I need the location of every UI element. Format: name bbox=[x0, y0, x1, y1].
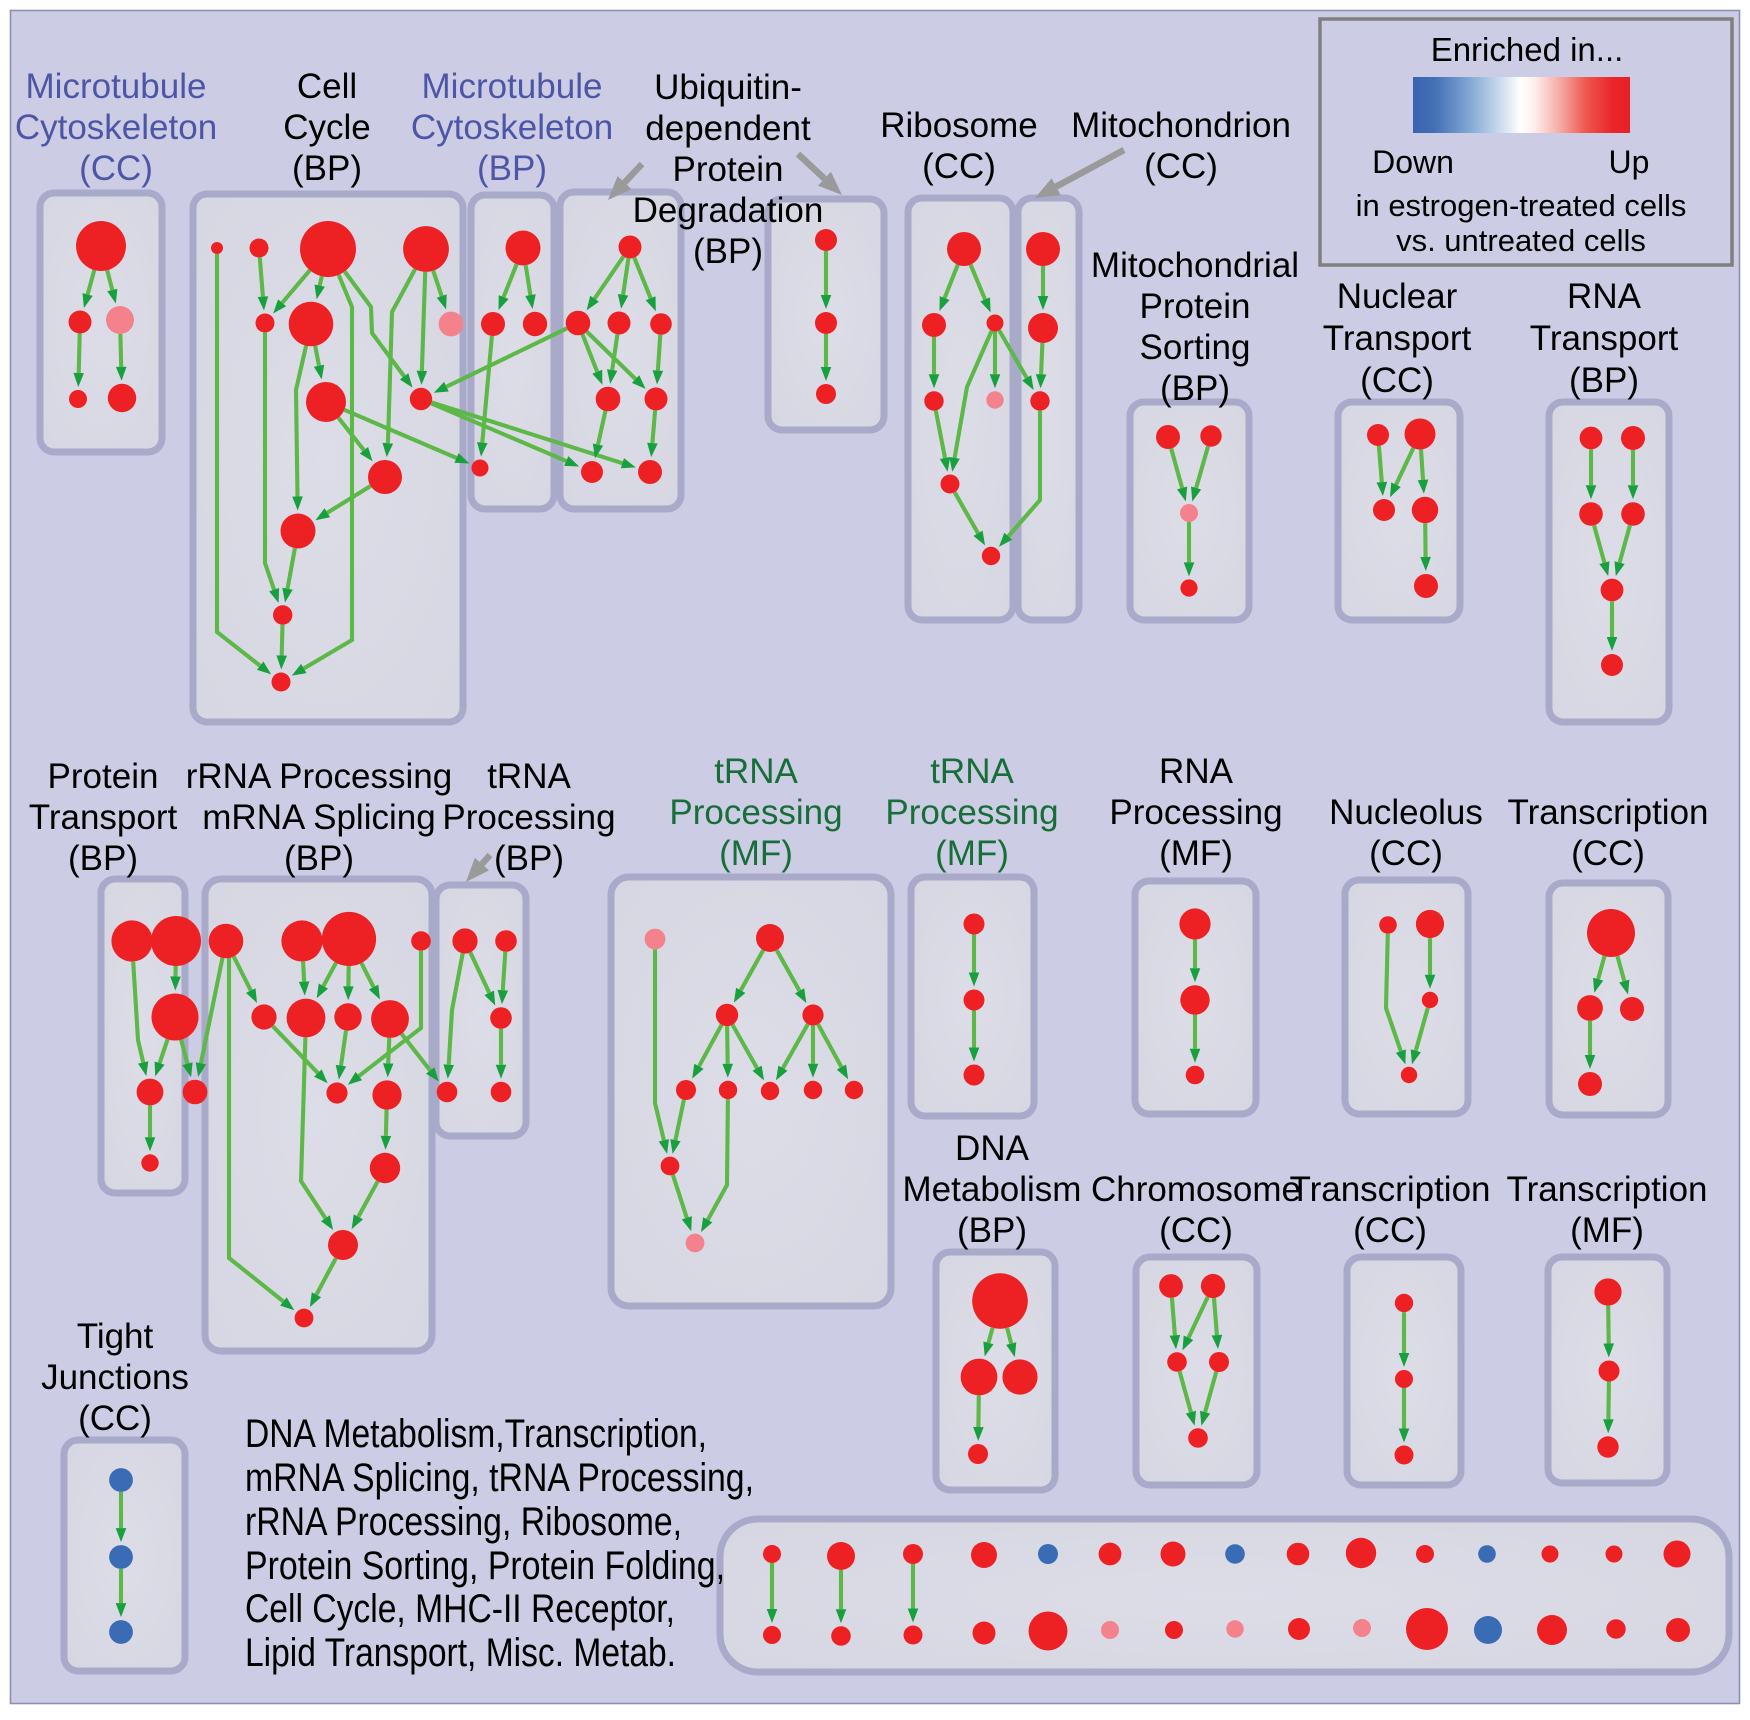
svg-text:(MF): (MF) bbox=[719, 834, 793, 873]
svg-text:Up: Up bbox=[1609, 144, 1650, 180]
svg-text:in estrogen-treated cells: in estrogen-treated cells bbox=[1356, 188, 1687, 223]
svg-text:Processing: Processing bbox=[442, 798, 615, 837]
svg-text:(CC): (CC) bbox=[1353, 1211, 1427, 1250]
svg-text:Cell Cycle, MHC-II Receptor,: Cell Cycle, MHC-II Receptor, bbox=[245, 1587, 675, 1631]
svg-text:Processing: Processing bbox=[669, 793, 842, 832]
svg-text:Enriched in...: Enriched in... bbox=[1431, 31, 1624, 68]
svg-text:Mitochondrion: Mitochondrion bbox=[1071, 106, 1291, 145]
svg-text:Protein: Protein bbox=[1140, 287, 1251, 326]
svg-text:(BP): (BP) bbox=[284, 839, 354, 878]
svg-text:Mitochondrial: Mitochondrial bbox=[1091, 246, 1299, 285]
svg-text:(CC): (CC) bbox=[1144, 147, 1218, 186]
svg-text:(CC): (CC) bbox=[1369, 834, 1443, 873]
svg-text:Sorting: Sorting bbox=[1140, 328, 1251, 367]
svg-text:mRNA Splicing, tRNA Processing: mRNA Splicing, tRNA Processing, bbox=[245, 1456, 754, 1500]
svg-text:Nuclear: Nuclear bbox=[1337, 277, 1458, 316]
svg-text:(CC): (CC) bbox=[922, 147, 996, 186]
svg-text:DNA: DNA bbox=[955, 1129, 1030, 1168]
svg-text:(CC): (CC) bbox=[79, 149, 153, 188]
svg-text:(BP): (BP) bbox=[494, 839, 564, 878]
svg-text:Transcription: Transcription bbox=[1507, 1170, 1708, 1209]
svg-text:Transcription: Transcription bbox=[1290, 1170, 1491, 1209]
svg-text:Microtubule: Microtubule bbox=[26, 67, 207, 106]
svg-text:(MF): (MF) bbox=[935, 834, 1009, 873]
svg-text:(BP): (BP) bbox=[477, 149, 547, 188]
svg-text:(MF): (MF) bbox=[1570, 1211, 1644, 1250]
svg-text:(CC): (CC) bbox=[78, 1399, 152, 1438]
svg-text:Down: Down bbox=[1372, 144, 1454, 180]
svg-text:Junctions: Junctions bbox=[41, 1358, 189, 1397]
svg-text:dependent: dependent bbox=[645, 109, 811, 148]
svg-text:Microtubule: Microtubule bbox=[422, 67, 603, 106]
svg-text:Nucleolus: Nucleolus bbox=[1329, 793, 1483, 832]
svg-text:Protein: Protein bbox=[673, 150, 784, 189]
svg-text:Ribosome: Ribosome bbox=[880, 106, 1038, 145]
svg-text:RNA: RNA bbox=[1567, 277, 1642, 316]
svg-text:Degradation: Degradation bbox=[633, 191, 824, 230]
svg-text:mRNA Splicing: mRNA Splicing bbox=[202, 798, 435, 837]
svg-text:Cytoskeleton: Cytoskeleton bbox=[15, 108, 217, 147]
svg-text:Processing: Processing bbox=[885, 793, 1058, 832]
svg-text:Protein: Protein bbox=[48, 757, 159, 796]
svg-text:(MF): (MF) bbox=[1159, 834, 1233, 873]
svg-text:Protein Sorting, Protein Foldi: Protein Sorting, Protein Folding, bbox=[245, 1544, 725, 1588]
svg-text:DNA Metabolism,Transcription,: DNA Metabolism,Transcription, bbox=[245, 1412, 707, 1456]
svg-text:Cytoskeleton: Cytoskeleton bbox=[411, 108, 613, 147]
svg-text:rRNA Processing: rRNA Processing bbox=[186, 757, 452, 796]
svg-text:(BP): (BP) bbox=[68, 839, 138, 878]
svg-text:Tight: Tight bbox=[77, 1317, 154, 1356]
svg-text:RNA: RNA bbox=[1159, 752, 1234, 791]
svg-text:(BP): (BP) bbox=[1160, 369, 1230, 408]
svg-text:Lipid Transport, Misc. Metab.: Lipid Transport, Misc. Metab. bbox=[245, 1631, 676, 1675]
svg-text:(BP): (BP) bbox=[693, 232, 763, 271]
svg-text:Cycle: Cycle bbox=[283, 108, 371, 147]
svg-text:Chromosome: Chromosome bbox=[1091, 1170, 1301, 1209]
svg-text:Metabolism: Metabolism bbox=[903, 1170, 1082, 1209]
svg-text:Transport: Transport bbox=[1323, 319, 1472, 358]
svg-text:(BP): (BP) bbox=[292, 149, 362, 188]
svg-text:Cell: Cell bbox=[297, 67, 357, 106]
svg-text:tRNA: tRNA bbox=[714, 752, 798, 791]
svg-text:Ubiquitin-: Ubiquitin- bbox=[654, 68, 802, 107]
svg-text:(CC): (CC) bbox=[1159, 1211, 1233, 1250]
svg-text:vs. untreated cells: vs. untreated cells bbox=[1396, 223, 1646, 258]
svg-text:Processing: Processing bbox=[1109, 793, 1282, 832]
svg-text:(CC): (CC) bbox=[1360, 361, 1434, 400]
svg-text:rRNA Processing, Ribosome,: rRNA Processing, Ribosome, bbox=[245, 1500, 682, 1544]
svg-text:Transport: Transport bbox=[29, 798, 178, 837]
svg-text:Transcription: Transcription bbox=[1508, 793, 1709, 832]
svg-text:(CC): (CC) bbox=[1571, 834, 1645, 873]
svg-text:tRNA: tRNA bbox=[930, 752, 1014, 791]
svg-text:tRNA: tRNA bbox=[487, 757, 571, 796]
svg-text:Transport: Transport bbox=[1530, 319, 1679, 358]
svg-text:(BP): (BP) bbox=[957, 1211, 1027, 1250]
svg-text:(BP): (BP) bbox=[1569, 361, 1639, 400]
